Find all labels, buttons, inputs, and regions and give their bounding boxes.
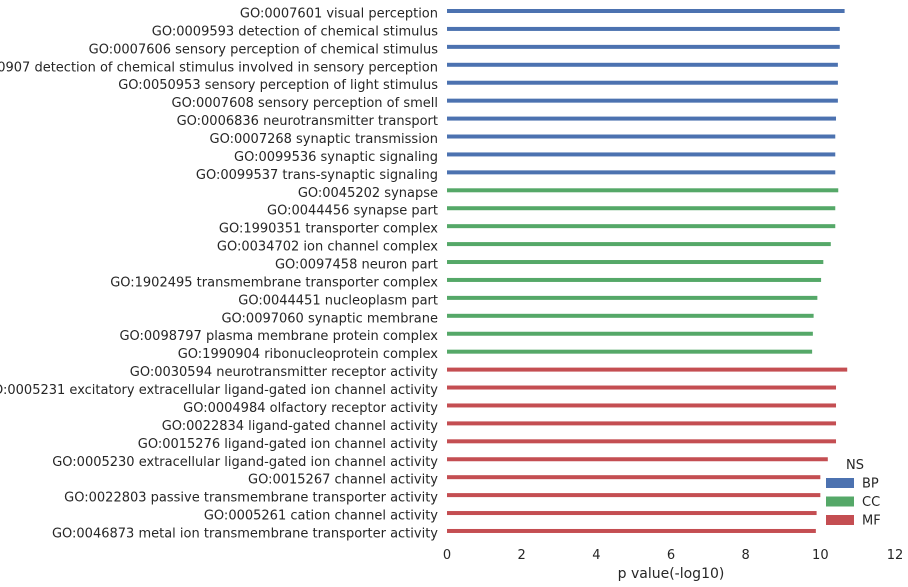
category-label: GO:0050907 detection of chemical stimulu… bbox=[0, 60, 438, 75]
bar bbox=[447, 224, 836, 229]
category-label: GO:0006836 neurotransmitter transport bbox=[177, 114, 438, 129]
x-tick-label: 12 bbox=[887, 548, 904, 563]
bar bbox=[447, 528, 816, 533]
category-label: GO:0005230 extracellular ligand-gated io… bbox=[52, 455, 438, 470]
x-tick-label: 10 bbox=[812, 548, 829, 563]
bar bbox=[447, 44, 840, 49]
bar bbox=[447, 457, 828, 462]
category-label: GO:1902495 transmembrane transporter com… bbox=[110, 275, 438, 290]
legend-swatch bbox=[826, 478, 854, 488]
bar bbox=[447, 9, 845, 13]
category-label: GO:0005231 excitatory extracellular liga… bbox=[0, 383, 438, 398]
category-label: GO:0022803 passive transmembrane transpo… bbox=[64, 491, 438, 506]
bar bbox=[447, 98, 838, 103]
category-label: GO:0004984 olfactory receptor activity bbox=[183, 401, 438, 416]
bar bbox=[447, 493, 821, 498]
bar bbox=[447, 475, 821, 480]
legend-swatch bbox=[826, 515, 854, 525]
category-label: GO:0007608 sensory perception of smell bbox=[172, 96, 438, 111]
x-tick-label: 8 bbox=[742, 548, 750, 563]
bar bbox=[447, 80, 838, 85]
legend-title: NS bbox=[846, 458, 864, 473]
category-label: GO:0097060 synaptic membrane bbox=[221, 311, 438, 326]
bar bbox=[447, 439, 837, 444]
bar bbox=[447, 313, 814, 318]
category-label: GO:1990351 transporter complex bbox=[219, 222, 438, 237]
category-label: GO:0045202 synapse bbox=[298, 186, 438, 201]
category-label: GO:0007606 sensory perception of chemica… bbox=[89, 42, 439, 57]
x-tick-label: 4 bbox=[592, 548, 600, 563]
bar bbox=[447, 62, 838, 67]
category-label: GO:0097458 neuron part bbox=[275, 258, 438, 273]
category-label: GO:0015276 ligand-gated ion channel acti… bbox=[138, 437, 439, 452]
category-label: GO:0007601 visual perception bbox=[240, 7, 438, 22]
x-axis-title: p value(-log10) bbox=[618, 566, 725, 582]
category-label: GO:1990904 ribonucleoprotein complex bbox=[178, 347, 439, 362]
bar bbox=[447, 134, 836, 139]
category-label: GO:0099537 trans-synaptic signaling bbox=[196, 168, 438, 183]
bar bbox=[447, 367, 848, 372]
category-label: GO:0050953 sensory perception of light s… bbox=[118, 78, 438, 93]
category-label: GO:0022834 ligand-gated channel activity bbox=[162, 419, 439, 434]
bar bbox=[447, 152, 836, 157]
bar bbox=[447, 260, 824, 265]
legend: NS BP CC MF bbox=[826, 458, 881, 529]
x-axis-ticks: 0 2 4 6 8 10 12 bbox=[443, 548, 903, 563]
legend-label: CC bbox=[862, 495, 880, 510]
x-tick-label: 0 bbox=[443, 548, 451, 563]
bar bbox=[447, 242, 831, 247]
category-label: GO:0030594 neurotransmitter receptor act… bbox=[130, 365, 439, 380]
bar bbox=[447, 188, 839, 193]
bar bbox=[447, 385, 837, 390]
bar bbox=[447, 206, 836, 211]
category-label: GO:0015267 channel activity bbox=[248, 473, 438, 488]
category-label: GO:0046873 metal ion transmembrane trans… bbox=[52, 526, 438, 541]
category-label: GO:0099536 synaptic signaling bbox=[234, 150, 438, 165]
bar bbox=[447, 277, 822, 282]
bar bbox=[447, 511, 817, 516]
legend-label: BP bbox=[862, 477, 879, 492]
category-label: GO:0009593 detection of chemical stimulu… bbox=[152, 24, 438, 39]
category-label: GO:0007268 synaptic transmission bbox=[210, 132, 438, 147]
legend-label: MF bbox=[862, 514, 881, 529]
bar bbox=[447, 26, 840, 31]
category-label: GO:0034702 ion channel complex bbox=[217, 240, 438, 255]
bars bbox=[447, 9, 848, 533]
bar bbox=[447, 170, 836, 175]
bar bbox=[447, 421, 837, 426]
category-label: GO:0044451 nucleoplasm part bbox=[238, 293, 438, 308]
bar bbox=[447, 403, 837, 408]
category-label: GO:0098797 plasma membrane protein compl… bbox=[119, 329, 438, 344]
category-labels: GO:0007601 visual perception GO:0009593 d… bbox=[0, 7, 438, 542]
bar bbox=[447, 349, 813, 354]
x-tick-label: 6 bbox=[667, 548, 675, 563]
category-label: GO:0044456 synapse part bbox=[267, 204, 438, 219]
bar bbox=[447, 116, 837, 121]
bar bbox=[447, 295, 818, 300]
category-label: GO:0005261 cation channel activity bbox=[204, 509, 438, 524]
x-tick-label: 2 bbox=[518, 548, 526, 563]
bar bbox=[447, 331, 813, 336]
legend-swatch bbox=[826, 496, 854, 507]
